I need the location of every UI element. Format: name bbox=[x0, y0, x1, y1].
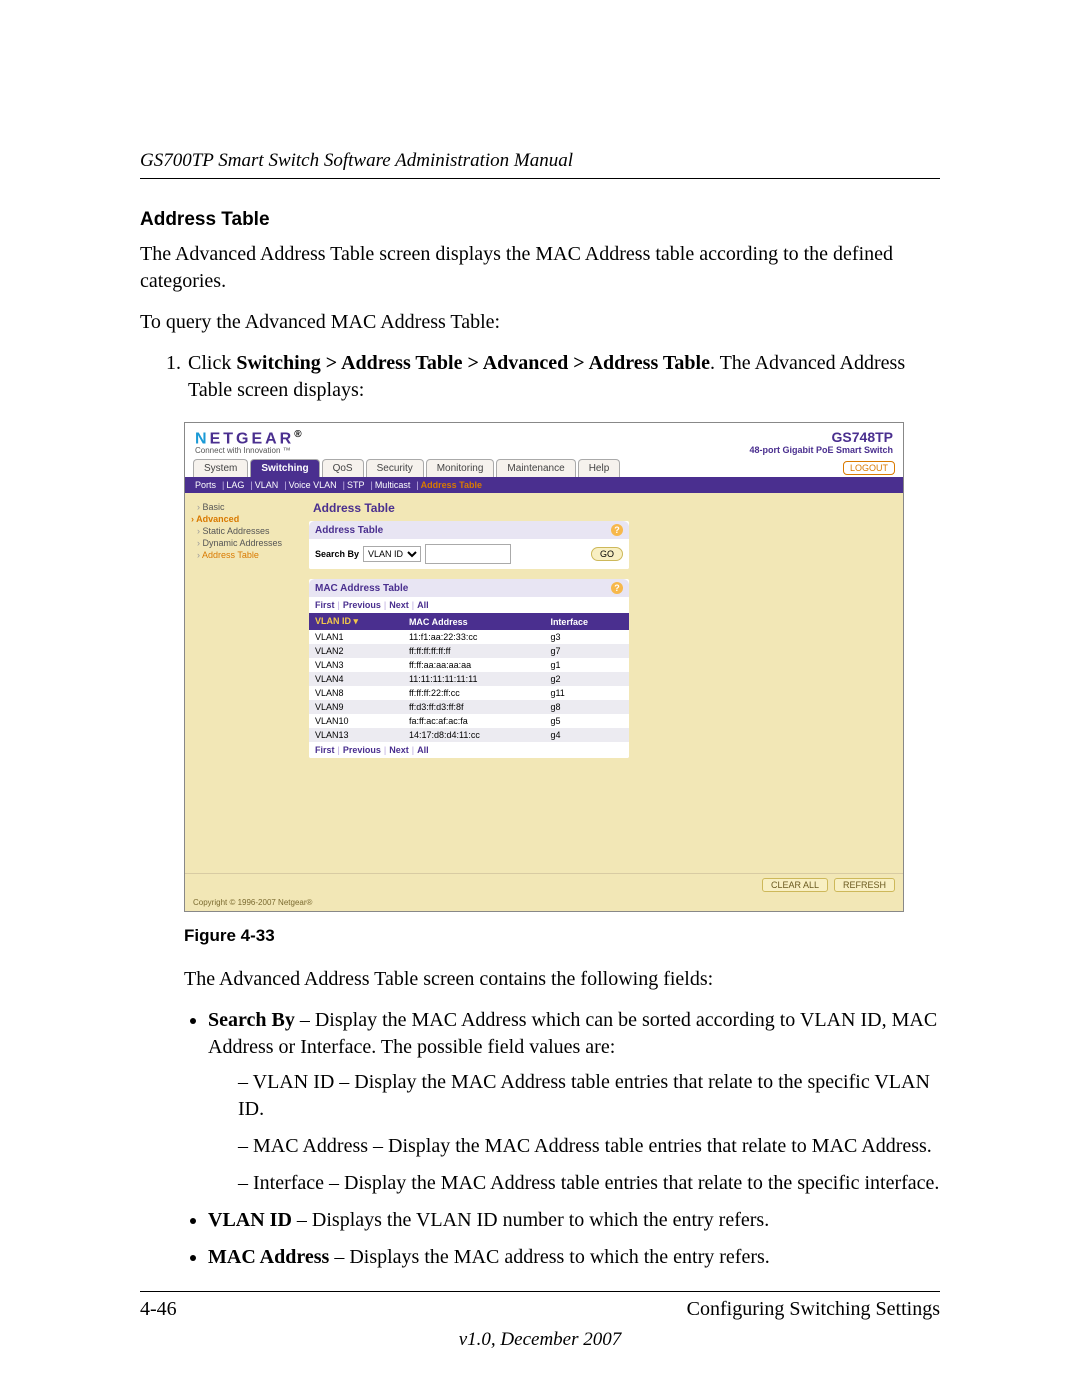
col-interface[interactable]: Interface bbox=[544, 613, 629, 630]
search-by-label: Search By bbox=[315, 549, 359, 559]
step-1: Click Switching > Address Table > Advanc… bbox=[186, 350, 940, 404]
subtab-stp[interactable]: STP bbox=[347, 480, 365, 490]
logo-n: N bbox=[195, 430, 210, 447]
section-heading: Address Table bbox=[140, 209, 940, 231]
chapter-title: Configuring Switching Settings bbox=[687, 1298, 940, 1321]
footer-rule bbox=[140, 1291, 940, 1292]
pager-previous[interactable]: Previous bbox=[343, 600, 381, 610]
product-desc: 48-port Gigabit PoE Smart Switch bbox=[749, 445, 893, 455]
pager-first[interactable]: First bbox=[315, 600, 335, 610]
pager-next[interactable]: Next bbox=[389, 600, 409, 610]
embedded-screenshot: NETGEAR® Connect with Innovation ™ GS748… bbox=[184, 422, 904, 912]
table-row: VLAN1314:17:d8:d4:11:ccg4 bbox=[309, 728, 629, 742]
mac-table-panel: MAC Address Table ? First|Previous|Next|… bbox=[309, 579, 629, 758]
subtab-vlan[interactable]: VLAN bbox=[255, 480, 279, 490]
tab-monitoring[interactable]: Monitoring bbox=[426, 459, 495, 477]
subtab-address-table[interactable]: Address Table bbox=[421, 480, 482, 490]
pager-top[interactable]: First|Previous|Next|All bbox=[309, 597, 629, 613]
logout-button[interactable]: LOGOUT bbox=[843, 461, 895, 475]
header-rule bbox=[140, 178, 940, 179]
tab-security[interactable]: Security bbox=[366, 459, 424, 477]
page-number: 4-46 bbox=[140, 1298, 177, 1321]
col-vlan-id[interactable]: VLAN ID ▾ bbox=[309, 613, 403, 630]
refresh-button[interactable]: REFRESH bbox=[834, 878, 895, 892]
sidenav-basic[interactable]: Basic bbox=[191, 501, 303, 513]
field-sub-bullet: Interface – Display the MAC Address tabl… bbox=[238, 1170, 940, 1197]
field-sub-bullet: VLAN ID – Display the MAC Address table … bbox=[238, 1069, 940, 1123]
intro-paragraph-2: To query the Advanced MAC Address Table: bbox=[140, 309, 940, 336]
pager-next[interactable]: Next bbox=[389, 745, 409, 755]
field-sub-bullet: MAC Address – Display the MAC Address ta… bbox=[238, 1133, 940, 1160]
subtab-voice-vlan[interactable]: Voice VLAN bbox=[289, 480, 337, 490]
tab-help[interactable]: Help bbox=[578, 459, 621, 477]
logo-rest: ETGEAR bbox=[210, 430, 295, 447]
intro-paragraph-1: The Advanced Address Table screen displa… bbox=[140, 241, 940, 295]
pager-bottom[interactable]: First|Previous|Next|All bbox=[309, 742, 629, 758]
pager-all[interactable]: All bbox=[417, 600, 429, 610]
field-bullet: Search By – Display the MAC Address whic… bbox=[208, 1007, 940, 1197]
search-by-select[interactable]: VLAN ID bbox=[363, 546, 421, 562]
clear-all-button[interactable]: CLEAR ALL bbox=[762, 878, 828, 892]
sidenav-advanced[interactable]: Advanced bbox=[191, 513, 303, 525]
pager-previous[interactable]: Previous bbox=[343, 745, 381, 755]
table-row: VLAN411:11:11:11:11:11g2 bbox=[309, 672, 629, 686]
help-icon[interactable]: ? bbox=[611, 524, 623, 536]
doc-version: v1.0, December 2007 bbox=[140, 1329, 940, 1351]
field-bullet: VLAN ID – Displays the VLAN ID number to… bbox=[208, 1207, 940, 1234]
subtab-ports[interactable]: Ports bbox=[195, 480, 216, 490]
step1-pre: Click bbox=[188, 352, 236, 374]
search-panel-title: Address Table bbox=[315, 525, 383, 536]
sidenav-static-addresses[interactable]: Static Addresses bbox=[191, 525, 303, 537]
tab-system[interactable]: System bbox=[193, 459, 248, 477]
col-mac-address[interactable]: MAC Address bbox=[403, 613, 545, 630]
search-panel: Address Table ? Search By VLAN ID GO bbox=[309, 521, 629, 569]
mac-panel-title: MAC Address Table bbox=[315, 583, 408, 594]
subtab-bar: Ports|LAG|VLAN|Voice VLAN|STP|Multicast|… bbox=[185, 477, 903, 493]
sidenav-dynamic-addresses[interactable]: Dynamic Addresses bbox=[191, 537, 303, 549]
table-row: VLAN111:f1:aa:22:33:ccg3 bbox=[309, 630, 629, 644]
screenshot-copyright: Copyright © 1996-2007 Netgear® bbox=[185, 896, 903, 911]
help-icon[interactable]: ? bbox=[611, 582, 623, 594]
pager-first[interactable]: First bbox=[315, 745, 335, 755]
product-model: GS748TP bbox=[749, 429, 893, 445]
table-row: VLAN8ff:ff:ff:22:ff:ccg11 bbox=[309, 686, 629, 700]
doc-header-title: GS700TP Smart Switch Software Administra… bbox=[140, 150, 940, 172]
subtab-multicast[interactable]: Multicast bbox=[375, 480, 411, 490]
table-row: VLAN9ff:d3:ff:d3:ff:8fg8 bbox=[309, 700, 629, 714]
table-row: VLAN3ff:ff:aa:aa:aa:aag1 bbox=[309, 658, 629, 672]
netgear-logo: NETGEAR® Connect with Innovation ™ bbox=[195, 429, 305, 455]
table-row: VLAN10fa:ff:ac:af:ac:fag5 bbox=[309, 714, 629, 728]
field-bullet: MAC Address – Displays the MAC address t… bbox=[208, 1244, 940, 1271]
search-value-input[interactable] bbox=[425, 544, 511, 564]
mac-address-table: VLAN ID ▾MAC AddressInterfaceVLAN111:f1:… bbox=[309, 613, 629, 742]
tab-switching[interactable]: Switching bbox=[250, 459, 319, 477]
side-nav: BasicAdvancedStatic AddressesDynamic Add… bbox=[185, 493, 309, 873]
figure-caption: Figure 4-33 bbox=[184, 926, 940, 946]
table-row: VLAN2ff:ff:ff:ff:ff:ffg7 bbox=[309, 644, 629, 658]
content-title: Address Table bbox=[313, 501, 895, 515]
tab-maintenance[interactable]: Maintenance bbox=[496, 459, 575, 477]
pager-all[interactable]: All bbox=[417, 745, 429, 755]
go-button[interactable]: GO bbox=[591, 547, 623, 561]
sidenav-address-table[interactable]: Address Table bbox=[191, 549, 303, 561]
subtab-lag[interactable]: LAG bbox=[226, 480, 244, 490]
logo-tagline: Connect with Innovation ™ bbox=[195, 446, 305, 455]
fields-intro: The Advanced Address Table screen contai… bbox=[184, 966, 940, 993]
step1-bold-path: Switching > Address Table > Advanced > A… bbox=[236, 352, 710, 374]
tab-qos[interactable]: QoS bbox=[322, 459, 364, 477]
